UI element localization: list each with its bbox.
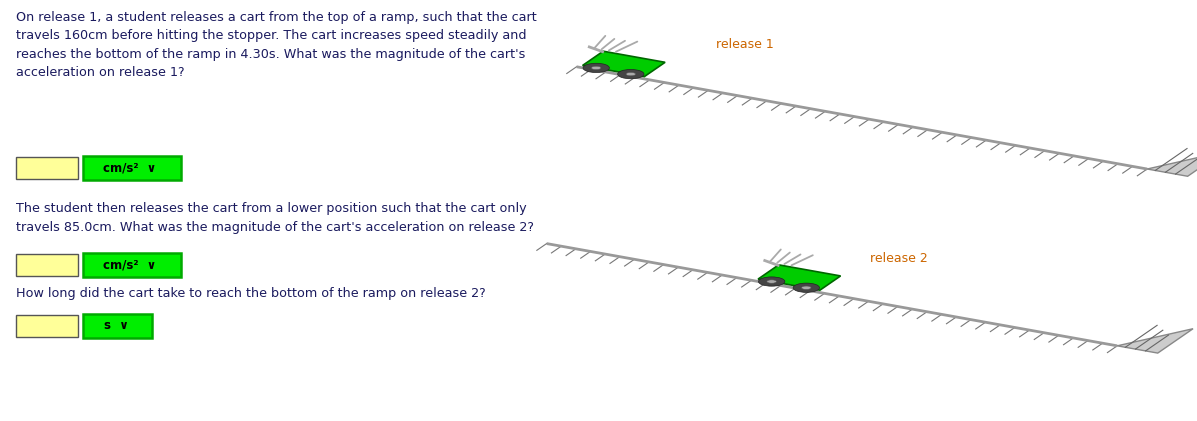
Text: release 1: release 1 [716,38,773,51]
Polygon shape [758,265,840,290]
Circle shape [618,69,644,79]
Text: cm/s²  ∨: cm/s² ∨ [103,162,157,174]
Text: release 2: release 2 [870,252,928,265]
FancyBboxPatch shape [83,314,152,338]
FancyBboxPatch shape [83,156,181,180]
FancyBboxPatch shape [83,253,181,277]
Circle shape [626,72,636,76]
Polygon shape [1117,329,1193,353]
Circle shape [583,63,609,72]
Circle shape [794,283,820,292]
FancyBboxPatch shape [16,254,78,276]
Circle shape [591,66,601,69]
Text: The student then releases the cart from a lower position such that the cart only: The student then releases the cart from … [16,202,534,234]
Text: s  ∨: s ∨ [104,320,128,332]
Circle shape [767,280,777,283]
FancyBboxPatch shape [16,315,78,337]
Text: cm/s²  ∨: cm/s² ∨ [103,258,157,271]
Text: How long did the cart take to reach the bottom of the ramp on release 2?: How long did the cart take to reach the … [16,287,485,300]
FancyBboxPatch shape [16,157,78,179]
Polygon shape [583,51,666,77]
Circle shape [802,286,812,289]
Circle shape [759,277,785,286]
Text: On release 1, a student releases a cart from the top of a ramp, such that the ca: On release 1, a student releases a cart … [16,11,536,79]
Polygon shape [1147,152,1197,176]
